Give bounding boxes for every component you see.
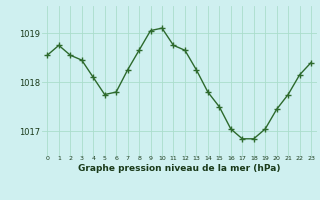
X-axis label: Graphe pression niveau de la mer (hPa): Graphe pression niveau de la mer (hPa): [78, 164, 280, 173]
